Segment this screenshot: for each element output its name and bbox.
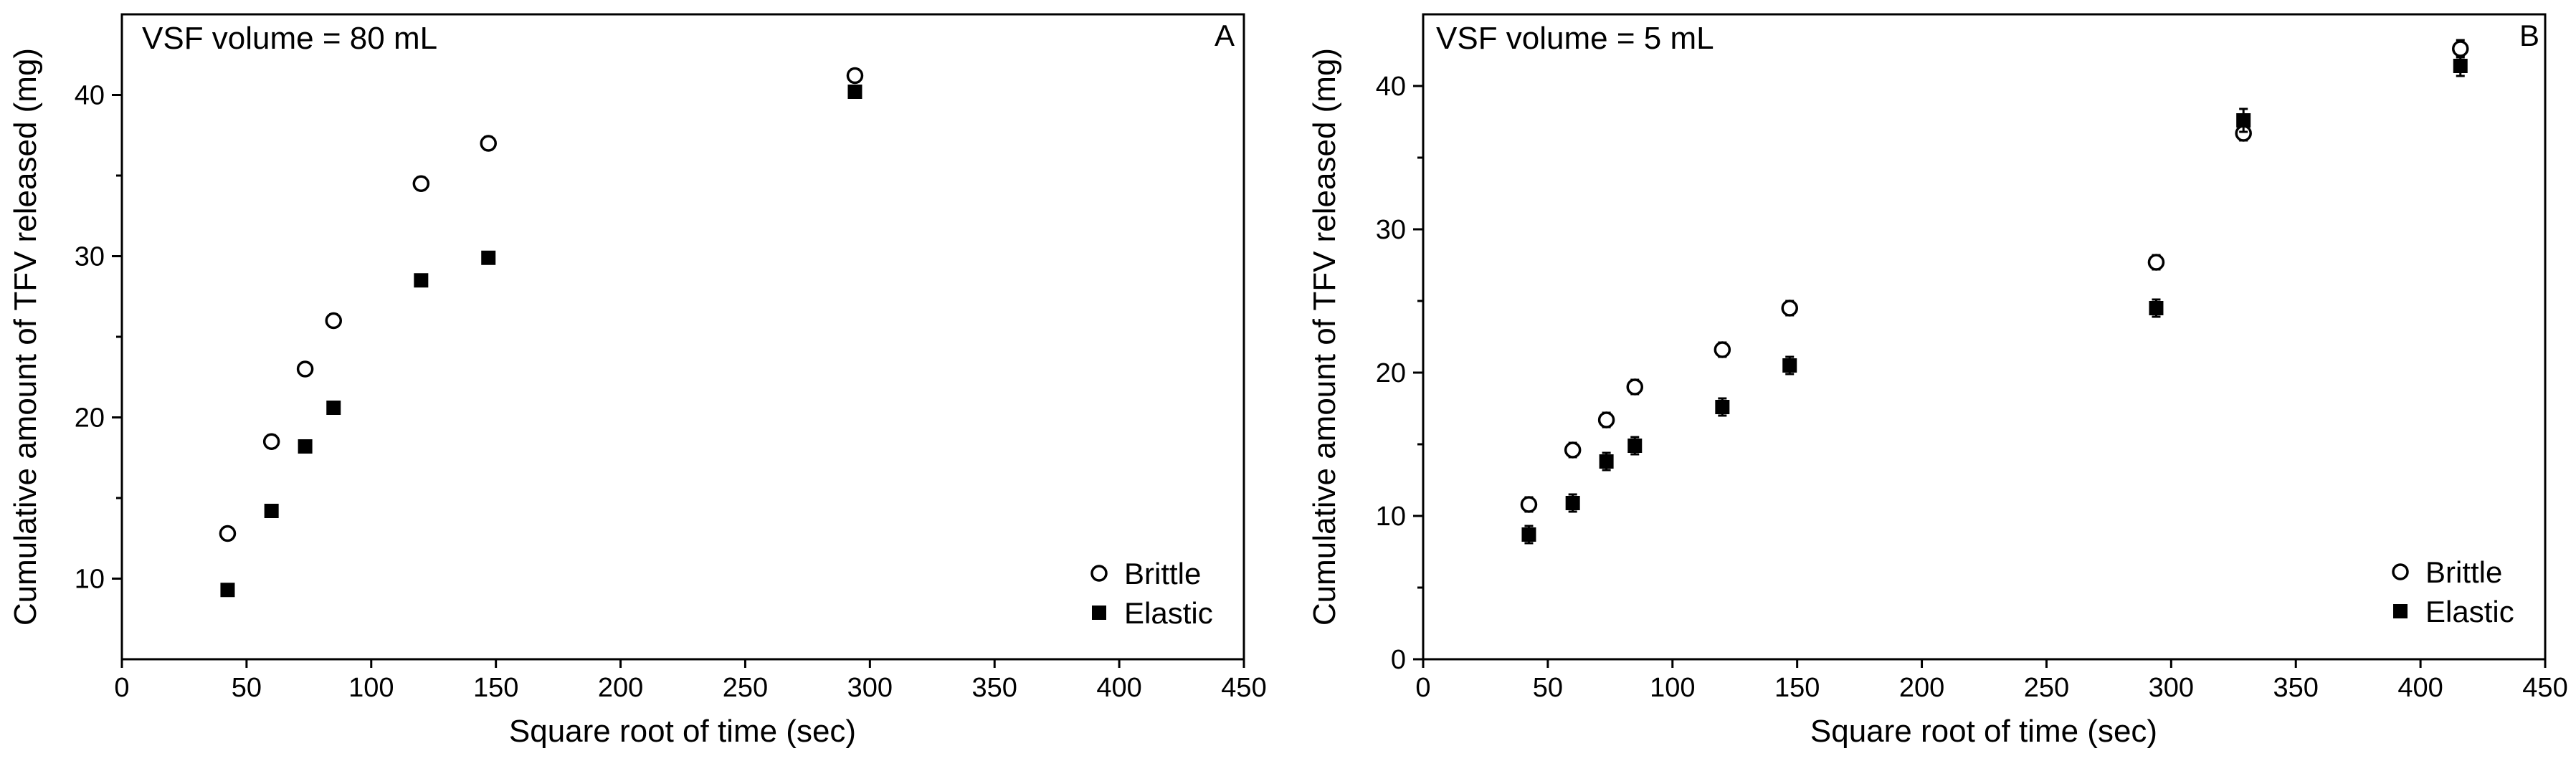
legend-marker-brittle [1090, 565, 1108, 582]
x-axis-title: Square root of time (sec) [1810, 714, 2157, 749]
data-point-brittle [219, 525, 237, 542]
x-tick-label: 300 [847, 673, 893, 703]
legend: Brittle Elastic [1090, 557, 1213, 630]
y-tick-label: 20 [1376, 358, 1406, 388]
y-tick-label: 40 [75, 81, 105, 111]
data-point-elastic [847, 85, 862, 99]
data-point-elastic [1627, 439, 1643, 453]
data-point-elastic [264, 504, 279, 518]
data-point-brittle [1626, 378, 1644, 396]
panel-letter: B [2519, 19, 2539, 52]
data-point-elastic [2453, 59, 2468, 73]
y-tick-label: 0 [1391, 645, 1406, 675]
legend-marker-brittle [2392, 563, 2409, 580]
data-point-brittle [1597, 411, 1615, 429]
data-point-elastic [298, 439, 313, 454]
data-point-elastic [1565, 496, 1580, 510]
plot-frame [120, 13, 1245, 661]
data-point-brittle [325, 312, 343, 330]
x-tick-label: 50 [1533, 673, 1563, 703]
data-point-brittle [1781, 300, 1798, 317]
data-point-brittle [296, 360, 314, 378]
y-tick-label: 30 [1376, 215, 1406, 245]
x-tick-label: 400 [1096, 673, 1141, 703]
data-point-brittle [1564, 441, 1582, 459]
data-point-elastic [1782, 358, 1797, 373]
data-point-brittle [480, 135, 497, 152]
data-marks [219, 67, 864, 598]
data-point-brittle [1714, 341, 1731, 358]
volume-annotation: VSF volume = 80 mL [142, 21, 437, 56]
y-tick-label: 40 [1376, 72, 1406, 102]
x-tick-label: 100 [348, 673, 394, 703]
legend-label-elastic: Elastic [2425, 595, 2514, 628]
y-tick-label: 10 [1376, 502, 1406, 532]
data-point-brittle [2147, 254, 2165, 271]
axis-ticks: 0 50 100 150 200 250 300 350 400 450 0 10 20 30 40 [1376, 72, 2568, 703]
x-axis-title: Square root of time (sec) [509, 714, 856, 749]
data-point-elastic [1521, 527, 1536, 542]
data-point-brittle [412, 175, 430, 192]
x-tick-label: 400 [2397, 673, 2443, 703]
x-tick-label: 150 [473, 673, 518, 703]
legend-label-elastic: Elastic [1124, 596, 1213, 630]
x-tick-label: 450 [2522, 673, 2567, 703]
x-tick-label: 350 [972, 673, 1017, 703]
panel-a: VSF volume = 80 mL A Square root of time… [8, 13, 1267, 749]
data-point-elastic [2236, 113, 2251, 128]
legend-label-brittle: Brittle [2425, 555, 2502, 589]
data-point-elastic [481, 250, 496, 265]
x-tick-label: 100 [1650, 673, 1695, 703]
data-marks [1520, 39, 2469, 545]
axis-ticks: 0 50 100 150 200 250 300 350 400 450 10 20 30 40 [75, 81, 1267, 704]
x-tick-label: 250 [723, 673, 768, 703]
data-point-elastic [1599, 454, 1614, 469]
data-point-brittle [2452, 40, 2469, 57]
data-point-elastic [1715, 400, 1730, 414]
y-tick-label: 10 [75, 565, 105, 595]
data-point-brittle [846, 67, 864, 85]
x-tick-label: 0 [114, 673, 129, 703]
plot-frame [1422, 13, 2547, 661]
data-point-elastic [220, 583, 235, 598]
volume-annotation: VSF volume = 5 mL [1436, 21, 1714, 56]
data-point-elastic [2149, 301, 2164, 315]
x-tick-label: 250 [2024, 673, 2069, 703]
x-tick-label: 350 [2273, 673, 2319, 703]
data-point-brittle [262, 433, 280, 450]
x-tick-label: 450 [1221, 673, 1266, 703]
x-tick-label: 300 [2149, 673, 2194, 703]
y-axis-title: Cumulative amount of TFV released (mg) [1307, 48, 1342, 626]
legend-marker-elastic [1092, 606, 1106, 620]
y-tick-label: 20 [75, 403, 105, 434]
legend: Brittle Elastic [2392, 555, 2514, 628]
x-tick-label: 150 [1774, 673, 1820, 703]
x-tick-label: 50 [232, 673, 262, 703]
panel-b: VSF volume = 5 mL B Square root of time … [1307, 13, 2568, 749]
data-point-elastic [326, 401, 341, 415]
panel-letter: A [1215, 19, 1235, 52]
legend-label-brittle: Brittle [1124, 557, 1201, 590]
y-axis-title: Cumulative amount of TFV released (mg) [8, 48, 43, 626]
x-tick-label: 0 [1415, 673, 1430, 703]
x-tick-label: 200 [1899, 673, 1944, 703]
x-tick-label: 200 [598, 673, 643, 703]
y-tick-label: 30 [75, 242, 105, 272]
data-point-brittle [1520, 496, 1538, 513]
data-point-elastic [414, 273, 429, 288]
legend-marker-elastic [2393, 604, 2408, 618]
